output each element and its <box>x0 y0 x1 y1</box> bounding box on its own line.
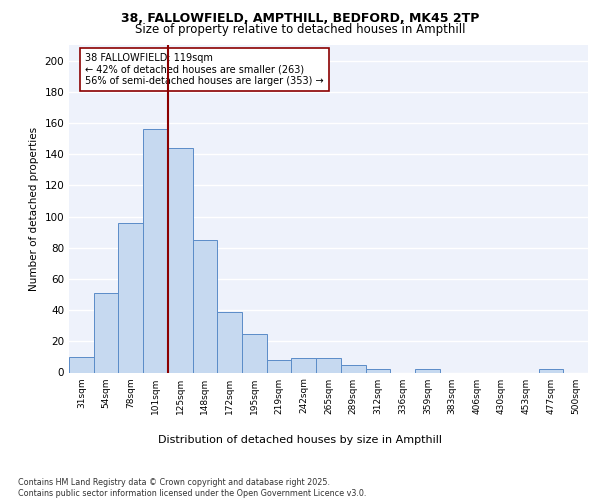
Bar <box>217 312 242 372</box>
Bar <box>168 148 193 372</box>
Bar <box>365 370 390 372</box>
Bar <box>69 357 94 372</box>
Bar <box>118 223 143 372</box>
Text: Size of property relative to detached houses in Ampthill: Size of property relative to detached ho… <box>135 22 465 36</box>
Bar <box>415 370 440 372</box>
Bar <box>341 364 365 372</box>
Text: Distribution of detached houses by size in Ampthill: Distribution of detached houses by size … <box>158 435 442 445</box>
Bar <box>267 360 292 372</box>
Y-axis label: Number of detached properties: Number of detached properties <box>29 126 39 291</box>
Text: 38 FALLOWFIELD: 119sqm
← 42% of detached houses are smaller (263)
56% of semi-de: 38 FALLOWFIELD: 119sqm ← 42% of detached… <box>85 53 323 86</box>
Text: Contains HM Land Registry data © Crown copyright and database right 2025.
Contai: Contains HM Land Registry data © Crown c… <box>18 478 367 498</box>
Bar <box>193 240 217 372</box>
Text: 38, FALLOWFIELD, AMPTHILL, BEDFORD, MK45 2TP: 38, FALLOWFIELD, AMPTHILL, BEDFORD, MK45… <box>121 12 479 26</box>
Bar <box>242 334 267 372</box>
Bar <box>316 358 341 372</box>
Bar <box>94 293 118 372</box>
Bar <box>292 358 316 372</box>
Bar <box>143 129 168 372</box>
Bar <box>539 370 563 372</box>
